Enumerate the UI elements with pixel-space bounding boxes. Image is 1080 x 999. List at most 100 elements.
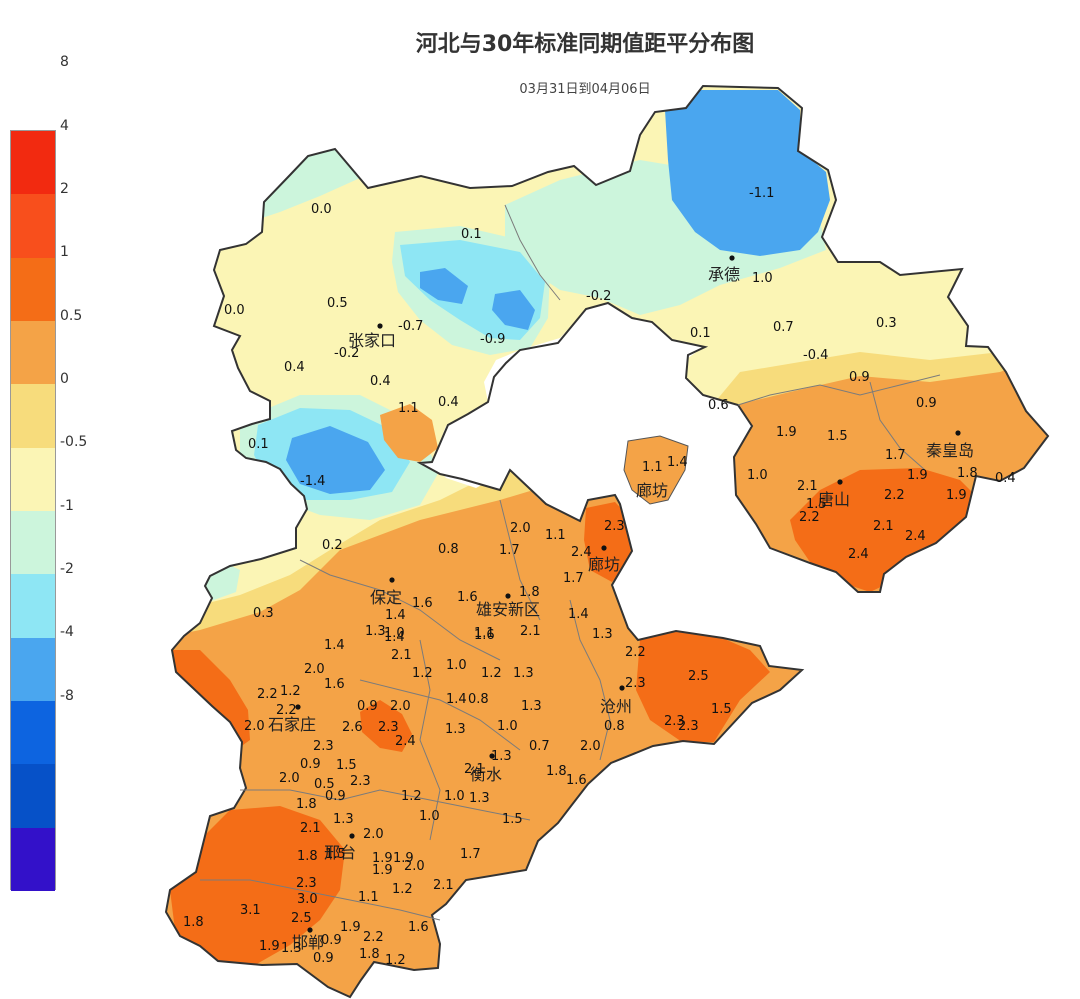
station-value: 1.1 (398, 401, 419, 416)
zone-neg-2-1-sw (286, 426, 385, 494)
city-label-tangshan[interactable]: 唐山 (818, 490, 850, 509)
station-value: 1.6 (566, 773, 587, 788)
city-label-chengde[interactable]: 承德 (708, 265, 740, 284)
station-value: 0.9 (357, 699, 378, 714)
city-dot (295, 704, 301, 710)
legend-swatch (11, 637, 55, 701)
station-value: 1.9 (907, 468, 928, 483)
city-label-zhangjiakou[interactable]: 张家口 (348, 331, 396, 350)
prefecture-boundaries (200, 204, 941, 921)
station-value: 1.3 (513, 666, 534, 681)
station-value: 1.3 (333, 812, 354, 827)
station-value: 1.8 (957, 466, 978, 481)
city-label-langfang[interactable]: 廊坊 (588, 555, 620, 574)
station-value: 2.1 (873, 519, 894, 534)
station-value: 0.7 (773, 320, 794, 335)
station-value: 1.1 (545, 528, 566, 543)
city-label-qinhuangdao[interactable]: 秦皇岛 (926, 441, 974, 460)
station-value: 1.6 (412, 596, 433, 611)
station-value: 1.3 (469, 791, 490, 806)
legend-label: 8 (60, 54, 69, 71)
boundary-zjk-cd (504, 204, 561, 301)
station-value: 2.2 (363, 930, 384, 945)
station-value: 2.0 (390, 699, 411, 714)
station-values: -1.1 1.0 0.0 0.1 0.5 -0.7 -0.9 -0.2 -0.2… (183, 186, 1016, 968)
station-value: 1.7 (885, 448, 906, 463)
station-value: 1.7 (563, 571, 584, 586)
station-value: 0.7 (529, 739, 550, 754)
station-value: -0.9 (480, 332, 505, 347)
city-label-hengshui[interactable]: 衡水 (470, 765, 502, 784)
zone-1-2-north-spot (380, 404, 438, 462)
station-value: 0.2 (322, 538, 343, 553)
city-label-langfang-north[interactable]: 廊坊 (636, 481, 668, 500)
station-value: 1.7 (499, 543, 520, 558)
city-label-baoding[interactable]: 保定 (370, 588, 402, 607)
station-value: 2.4 (395, 734, 416, 749)
station-value: 2.3 (604, 519, 625, 534)
station-value: 2.1 (464, 762, 485, 777)
station-value: 0.8 (438, 542, 459, 557)
station-value: 2.4 (571, 545, 592, 560)
station-value: 1.2 (392, 882, 413, 897)
station-value: 1.2 (412, 666, 433, 681)
station-value: 2.2 (625, 645, 646, 660)
station-value: 0.9 (916, 396, 937, 411)
station-value: 0.5 (314, 777, 335, 792)
zone-neg-2-1-zjk-b (492, 290, 535, 330)
station-value: 1.9 (393, 851, 414, 866)
station-value: 1.4 (667, 455, 688, 470)
station-value: 1.3 (491, 749, 512, 764)
legend-label: 1 (60, 244, 69, 261)
zone-neg-2-1-zjk-a (420, 268, 468, 304)
station-value: 1.8 (297, 849, 318, 864)
station-value: 1.8 (183, 915, 204, 930)
station-value: 0.9 (321, 933, 342, 948)
city-dot (377, 323, 383, 329)
city-dot (489, 753, 495, 759)
city-label-xiongan[interactable]: 雄安新区 (476, 600, 540, 619)
station-value: 1.3 (592, 627, 613, 642)
boundary-cz (569, 599, 611, 761)
station-value: 2.1 (797, 479, 818, 494)
station-value: 1.3 (365, 624, 386, 639)
station-value: 0.4 (284, 360, 305, 375)
city-label-handan[interactable]: 邯郸 (292, 933, 324, 952)
boundary-ts-qhd (869, 381, 926, 471)
station-value: 1.1 (358, 890, 379, 905)
station-value: 1.2 (280, 684, 301, 699)
station-value: 0.1 (248, 437, 269, 452)
station-value: 2.1 (391, 648, 412, 663)
station-value: 0.4 (370, 374, 391, 389)
boundary-xa (499, 499, 541, 621)
boundary-hs (419, 639, 441, 841)
city-dot (837, 479, 843, 485)
station-value: 0.8 (604, 719, 625, 734)
station-value: 1.3 (281, 941, 302, 956)
legend-label: -4 (60, 624, 74, 641)
city-labels: 承德 张家口 秦皇岛 唐山 廊坊 廊坊 保定 雄安新区 沧州 石家庄 衡水 邢台… (268, 255, 974, 952)
legend-label: -2 (60, 561, 74, 577)
city-label-shijiazhuang[interactable]: 石家庄 (268, 715, 316, 734)
station-value: 1.5 (336, 758, 357, 773)
city-dot (505, 593, 511, 599)
legend-swatch (11, 827, 55, 891)
station-value: 0.3 (253, 606, 274, 621)
station-value: -0.2 (334, 346, 359, 361)
city-dot (307, 927, 313, 933)
zone-2-4-sjz-east (360, 700, 412, 752)
station-value: 1.5 (325, 847, 346, 862)
legend-label: -0.5 (60, 434, 88, 451)
station-value: -0.2 (586, 289, 611, 304)
station-value: 0.1 (690, 326, 711, 341)
legend-swatch (11, 574, 55, 638)
station-value: 1.1 (642, 460, 663, 475)
boundary-sjz (359, 679, 521, 751)
station-value: 0.4 (995, 471, 1016, 486)
station-value: -1.4 (300, 474, 325, 489)
city-label-cangzhou[interactable]: 沧州 (600, 697, 632, 716)
city-label-xingtai[interactable]: 邢台 (324, 843, 356, 862)
station-value: -0.7 (398, 319, 423, 334)
city-dot (389, 577, 395, 583)
